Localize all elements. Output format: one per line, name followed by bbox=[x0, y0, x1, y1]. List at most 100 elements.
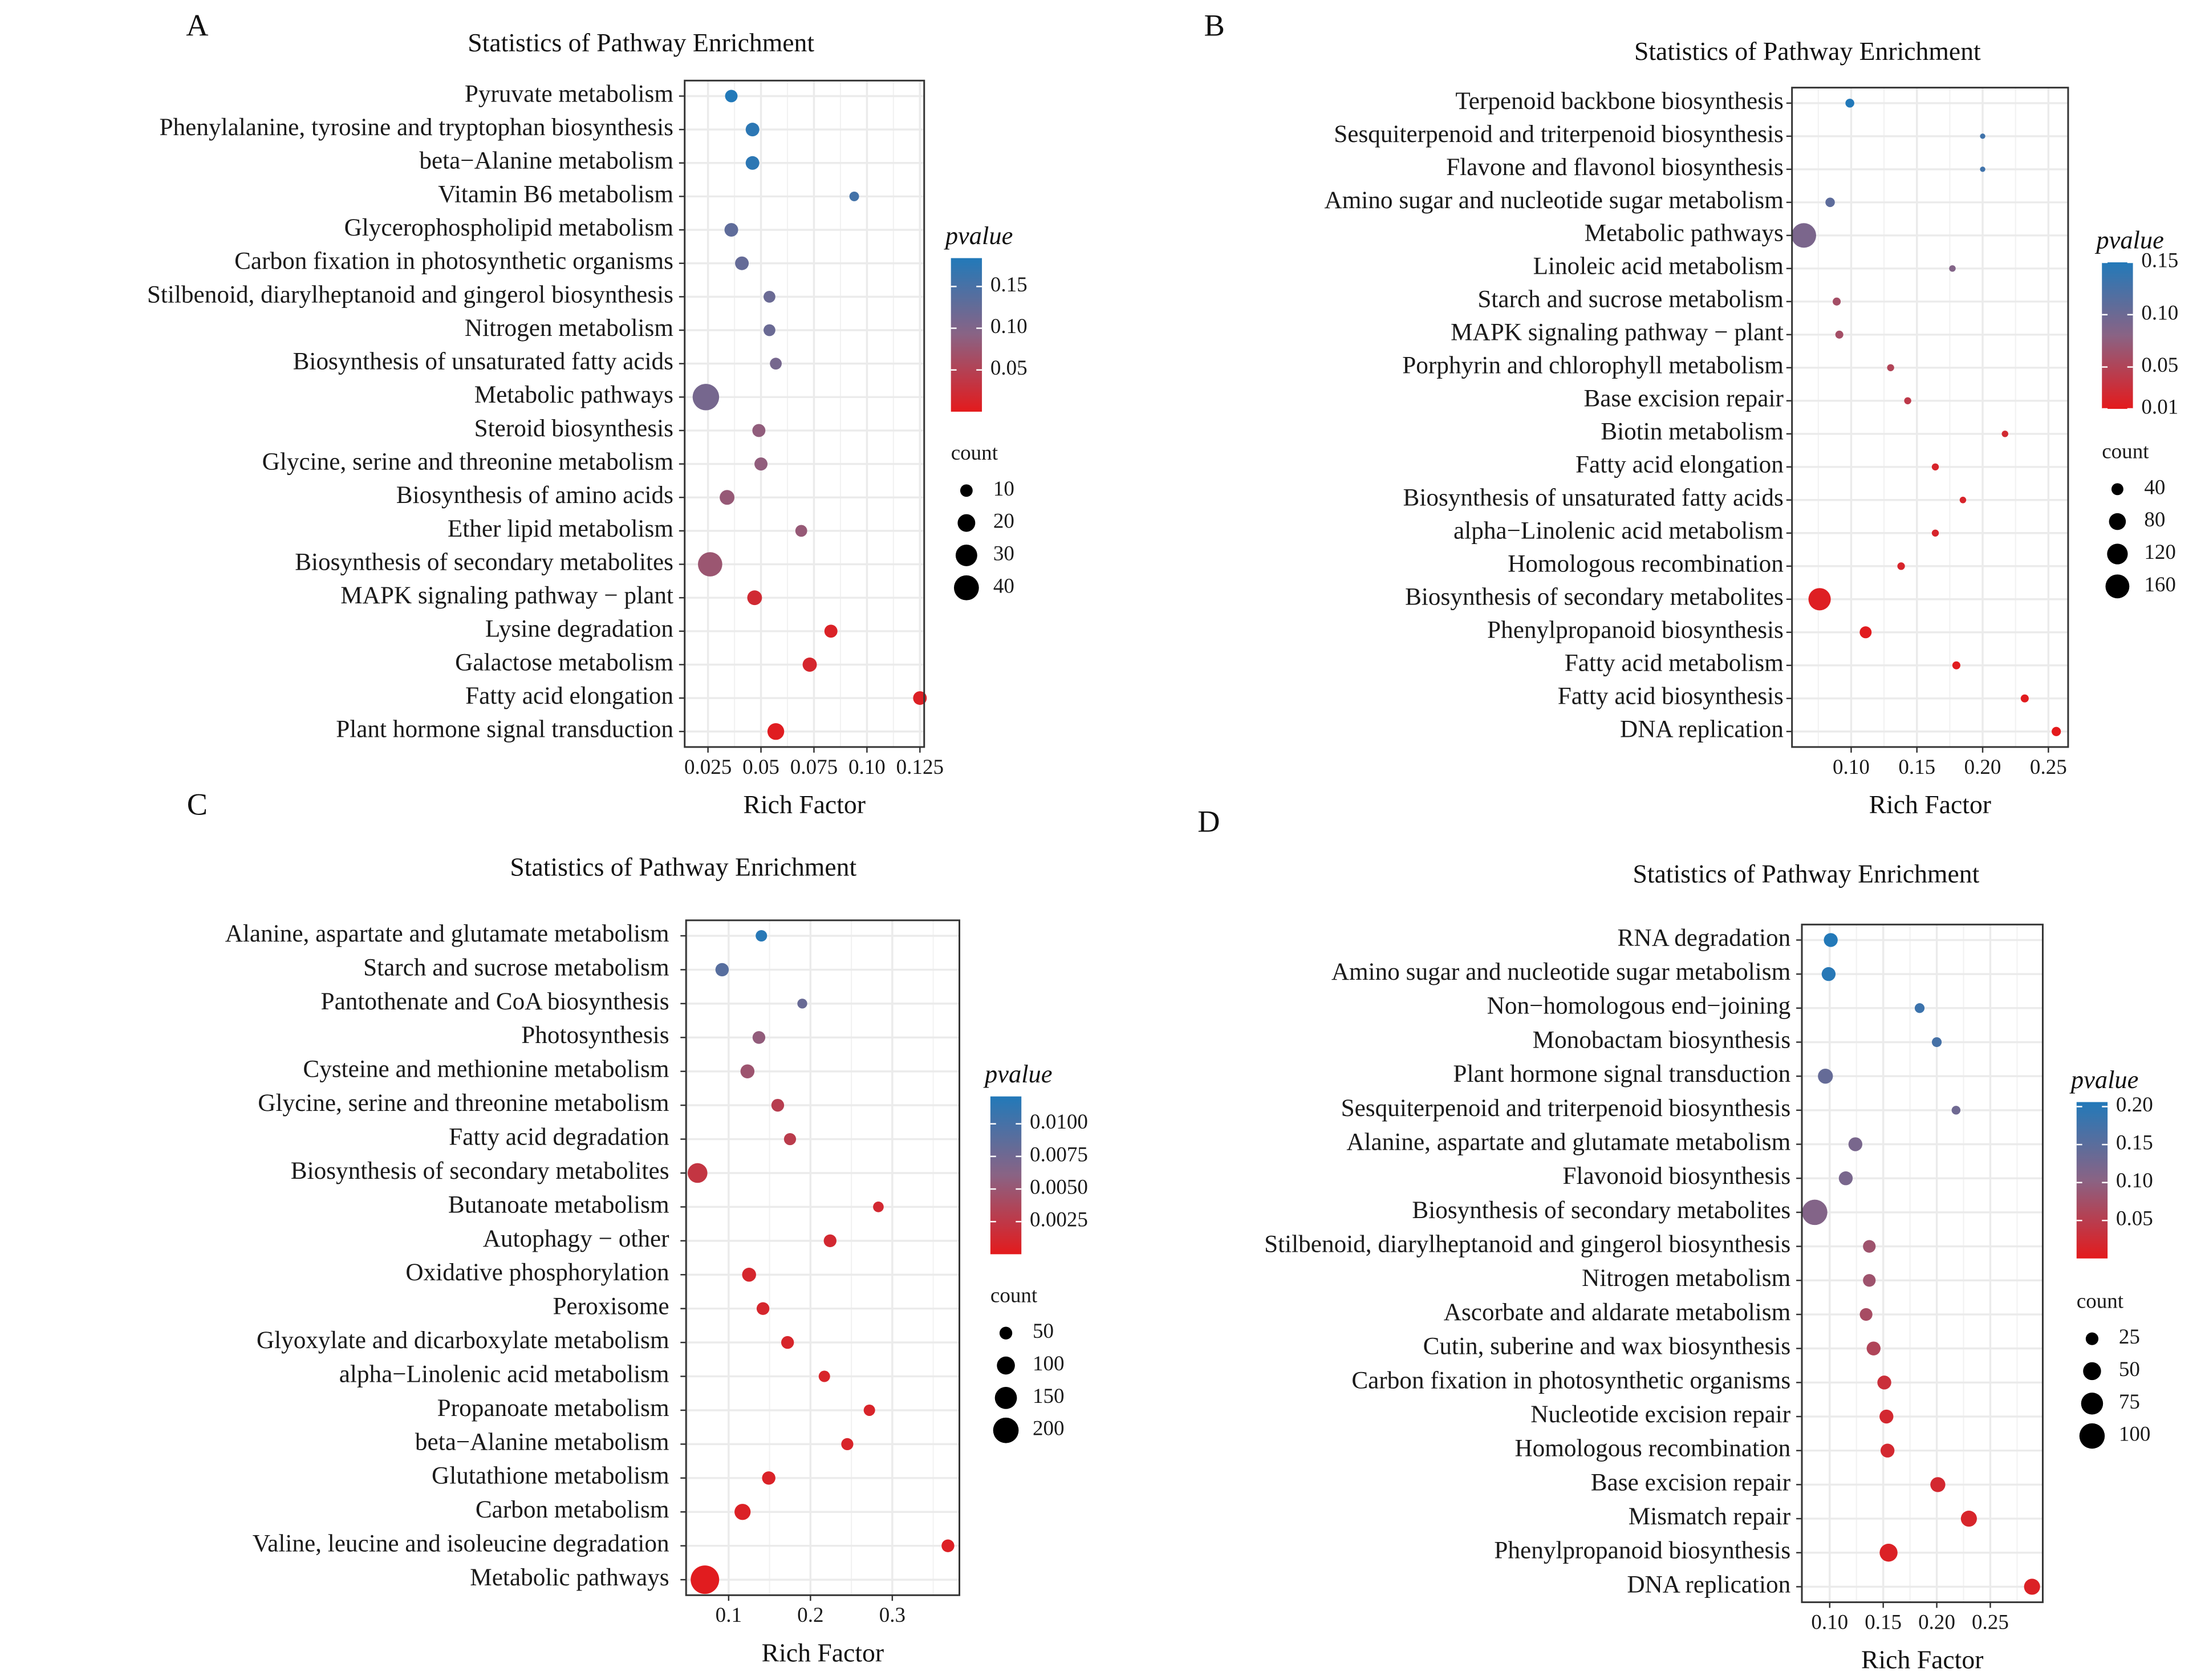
data-point bbox=[941, 1539, 955, 1552]
colorbar-tick-label: 0.0075 bbox=[1030, 1143, 1088, 1166]
colorbar-tick-label: 0.20 bbox=[2116, 1093, 2153, 1117]
colorbar-tick-label: 0.10 bbox=[2141, 301, 2178, 324]
data-point bbox=[2020, 694, 2029, 703]
x-tick-label: 0.2 bbox=[797, 1604, 823, 1627]
pathway-label: Monobactam biosynthesis bbox=[1533, 1026, 1791, 1053]
data-point bbox=[1904, 397, 1911, 404]
count-legend-dot bbox=[960, 484, 973, 497]
pvalue-colorbar bbox=[2102, 262, 2133, 409]
pathway-label: Biotin metabolism bbox=[1601, 418, 1784, 445]
panel-letter: A bbox=[186, 8, 208, 42]
plot-background bbox=[1801, 924, 2043, 1602]
count-legend-dot bbox=[2109, 513, 2126, 530]
data-point bbox=[764, 290, 775, 303]
pathway-label: Non−homologous end−joining bbox=[1487, 992, 1791, 1020]
data-point bbox=[795, 525, 807, 537]
pathway-label: Biosynthesis of secondary metabolites bbox=[1412, 1196, 1790, 1224]
count-legend-label: 30 bbox=[993, 542, 1014, 565]
pathway-label: Pyruvate metabolism bbox=[465, 80, 673, 107]
pathway-label: Alanine, aspartate and glutamate metabol… bbox=[1346, 1128, 1790, 1155]
pathway-label: Fatty acid elongation bbox=[1575, 451, 1784, 478]
count-legend-label: 50 bbox=[1033, 1320, 1054, 1343]
data-point bbox=[720, 490, 735, 505]
pathway-label: Lysine degradation bbox=[485, 615, 673, 643]
pvalue-legend-title: pvalue bbox=[2094, 225, 2164, 254]
plot-background bbox=[684, 80, 924, 747]
data-point bbox=[802, 657, 817, 672]
plot-frame bbox=[685, 919, 961, 1596]
pathway-label: beta−Alanine metabolism bbox=[419, 147, 673, 175]
panel-a: A Statistics of Pathway Enrichment Pyruvat… bbox=[147, 8, 1028, 819]
count-legend-label: 40 bbox=[2144, 476, 2165, 499]
pathway-label: Phenylpropanoid biosynthesis bbox=[1487, 616, 1784, 644]
pathway-label: Vitamin B6 metabolism bbox=[438, 180, 673, 208]
data-point bbox=[2001, 431, 2008, 437]
data-point bbox=[849, 191, 859, 201]
pvalue-colorbar bbox=[2076, 1102, 2108, 1259]
count-legend-label: 80 bbox=[2144, 508, 2165, 531]
data-point bbox=[824, 624, 838, 638]
count-legend-dot bbox=[2107, 543, 2128, 565]
data-point bbox=[1931, 463, 1939, 470]
pathway-label: Biosynthesis of secondary metabolites bbox=[291, 1157, 669, 1184]
data-point bbox=[752, 1031, 766, 1044]
pathway-label: Flavonoid biosynthesis bbox=[1562, 1162, 1790, 1190]
count-legend-label: 20 bbox=[993, 510, 1014, 533]
pathway-label: Cysteine and methionine metabolism bbox=[303, 1056, 669, 1083]
panel-letter: D bbox=[1197, 804, 1220, 838]
pathway-label: Cutin, suberine and wax biosynthesis bbox=[1423, 1333, 1791, 1360]
count-legend-label: 40 bbox=[993, 574, 1014, 598]
data-point bbox=[841, 1438, 854, 1451]
count-legend-dot bbox=[2083, 1362, 2101, 1381]
pathway-label: Galactose metabolism bbox=[455, 648, 673, 676]
chart-title: Statistics of Pathway Enrichment bbox=[510, 852, 856, 881]
pathway-label: Homologous recombination bbox=[1508, 550, 1784, 578]
data-point bbox=[1887, 364, 1894, 372]
pathway-label: Pantothenate and CoA biosynthesis bbox=[321, 988, 669, 1015]
colorbar-tick-label: 0.15 bbox=[2141, 249, 2178, 273]
pathway-label: beta−Alanine metabolism bbox=[415, 1428, 669, 1455]
count-legend-dot bbox=[2111, 483, 2123, 496]
data-point bbox=[1821, 967, 1836, 981]
data-point bbox=[1959, 497, 1967, 504]
data-point bbox=[771, 1098, 785, 1112]
data-point bbox=[752, 424, 766, 437]
x-tick-label: 0.025 bbox=[684, 756, 732, 779]
colorbar-tick-label: 0.0100 bbox=[1030, 1110, 1088, 1134]
pathway-label: Biosynthesis of secondary metabolites bbox=[295, 548, 673, 575]
data-point bbox=[735, 256, 749, 270]
count-legend-label: 200 bbox=[1033, 1417, 1065, 1440]
count-legend-dot bbox=[993, 1417, 1019, 1443]
pathway-label: Porphyrin and chlorophyll metabolism bbox=[1402, 352, 1784, 379]
x-tick-label: 0.15 bbox=[1898, 756, 1935, 779]
count-legend-dot bbox=[2081, 1393, 2104, 1415]
count-legend-title: count bbox=[2102, 440, 2149, 463]
data-point bbox=[754, 457, 768, 471]
colorbar-tick-label: 0.05 bbox=[2116, 1207, 2153, 1231]
pathway-label: Base excision repair bbox=[1591, 1468, 1791, 1496]
chart-title: Statistics of Pathway Enrichment bbox=[1634, 36, 1981, 66]
data-point bbox=[1960, 1511, 1977, 1527]
pathway-label: Flavone and flavonol biosynthesis bbox=[1446, 153, 1784, 181]
pathway-label: Fatty acid metabolism bbox=[1565, 650, 1784, 677]
pathway-label: Glycine, serine and threonine metabolism bbox=[258, 1089, 669, 1117]
data-point bbox=[1835, 330, 1843, 339]
data-point bbox=[762, 1471, 775, 1485]
count-legend-label: 150 bbox=[1033, 1385, 1065, 1408]
pathway-label: Valine, leucine and isoleucine degradati… bbox=[253, 1530, 669, 1557]
data-point bbox=[1866, 1341, 1881, 1356]
data-point bbox=[1859, 1308, 1873, 1321]
pathway-label: Nitrogen metabolism bbox=[1582, 1264, 1790, 1292]
data-point bbox=[1838, 1171, 1853, 1186]
count-legend-dot bbox=[2079, 1423, 2105, 1449]
data-point bbox=[1833, 297, 1841, 306]
data-point bbox=[742, 1268, 756, 1282]
pathway-label: Ascorbate and aldarate metabolism bbox=[1444, 1298, 1790, 1326]
data-point bbox=[1848, 1137, 1863, 1151]
pathway-label: Stilbenoid, diarylheptanoid and gingerol… bbox=[1264, 1231, 1790, 1258]
data-point bbox=[818, 1370, 830, 1382]
pathway-label: Glutathione metabolism bbox=[432, 1462, 669, 1490]
colorbar-tick-label: 0.15 bbox=[2116, 1131, 2153, 1155]
pathway-label: Plant hormone signal transduction bbox=[336, 716, 673, 743]
colorbar-tick-label: 0.05 bbox=[2141, 354, 2178, 377]
